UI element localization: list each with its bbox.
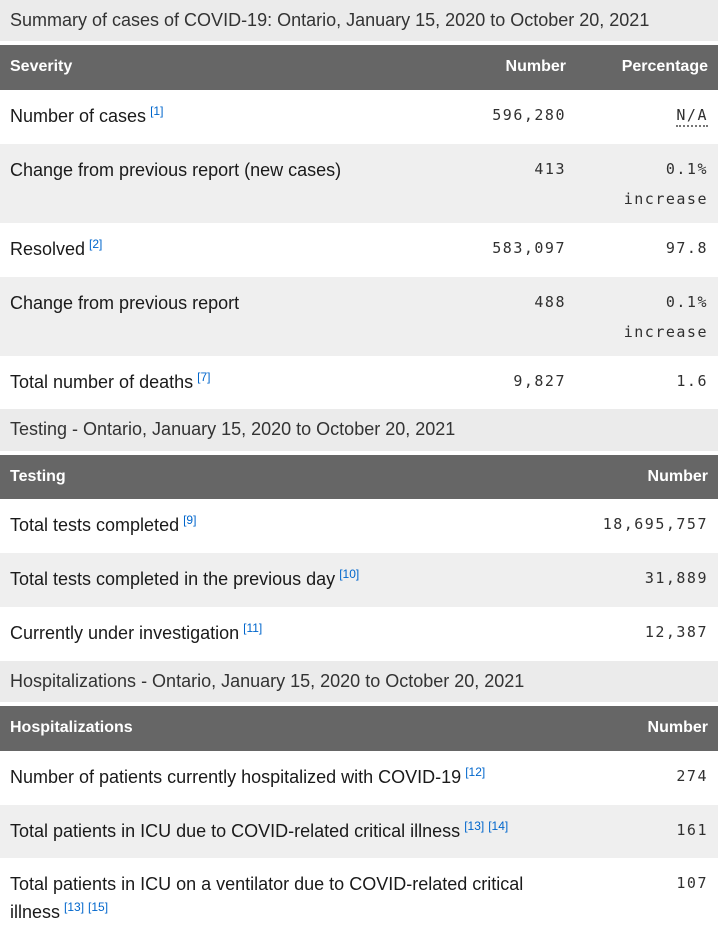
row-label-cell: Number of cases [1] — [0, 90, 434, 144]
column-header-hospitalizations: Hospitalizations — [0, 706, 576, 751]
row-label-cell: Total patients in ICU due to COVID-relat… — [0, 805, 576, 859]
column-header-number: Number — [434, 45, 576, 90]
row-number-cell: 413 — [534, 159, 566, 178]
row-number-cell: 9,827 — [513, 371, 566, 390]
column-header-severity: Severity — [0, 45, 434, 90]
footnote-link[interactable]: [13] — [464, 818, 485, 833]
row-percentage-cell: 1.6 — [576, 356, 718, 410]
row-label-cell: Change from previous report (new cases) — [0, 144, 434, 223]
footnote-link[interactable]: [15] — [88, 900, 109, 915]
row-label: Change from previous report — [10, 292, 240, 313]
row-label-cell: Total number of deaths [7] — [0, 356, 434, 410]
footnote-link[interactable]: [13] — [64, 900, 85, 915]
column-header-number: Number — [576, 454, 718, 500]
row-label: Total number of deaths — [10, 371, 194, 392]
footnote-link[interactable]: [1] — [150, 103, 164, 118]
row-number-cell: 18,695,757 — [602, 515, 708, 534]
table-row: Number of patients currently hospitalize… — [0, 750, 718, 805]
row-label: Total patients in ICU on a ventilator du… — [10, 874, 524, 923]
row-label-cell: Resolved [2] — [0, 223, 434, 277]
row-number-cell: 583,097 — [492, 238, 566, 257]
footnote-sup: [14] — [488, 819, 508, 833]
table-row: Total number of deaths [7] 9,827 1.6 — [0, 355, 718, 410]
footnote-sup: [10] — [339, 567, 359, 581]
row-number-cell: 596,280 — [492, 105, 566, 124]
row-label-cell: Total tests completed in the previous da… — [0, 553, 576, 607]
footnote-link[interactable]: [7] — [197, 369, 211, 384]
row-percentage-cell: 0.1% increase — [576, 144, 718, 223]
footnote-sup: [2] — [89, 237, 102, 251]
table-row: Change from previous report (new cases) 4… — [0, 143, 718, 223]
footnote-sup: [13] — [464, 819, 484, 833]
table-row: Total tests completed in the previous da… — [0, 553, 718, 608]
footnote-sup: [15] — [88, 900, 108, 914]
footnote-link[interactable]: [9] — [183, 513, 197, 528]
row-number-cell: 161 — [676, 820, 708, 839]
row-percentage-cell: 97.8 — [576, 223, 718, 277]
summary-of-cases-section: Summary of cases of COVID-19: Ontario, J… — [0, 0, 718, 410]
table-header: Hospitalizations Number — [0, 706, 718, 751]
row-label: Total tests completed — [10, 515, 180, 536]
row-label: Change from previous report (new cases) — [10, 159, 342, 180]
row-number-cell: 488 — [534, 292, 566, 311]
table-header: Testing Number — [0, 454, 718, 500]
summary-of-cases-table: Severity Number Percentage Number of cases… — [0, 45, 718, 410]
row-number-cell: 31,889 — [644, 569, 708, 588]
row-label: Resolved — [10, 238, 86, 259]
row-label: Number of cases — [10, 105, 147, 126]
footnote-sup: [12] — [465, 765, 485, 779]
row-label-cell: Number of patients currently hospitalize… — [0, 751, 576, 805]
percentage-note: increase — [623, 190, 708, 209]
footnote-sup: [9] — [183, 513, 196, 527]
footnote-link[interactable]: [10] — [339, 567, 360, 582]
row-label-cell: Change from previous report — [0, 277, 434, 356]
table-caption: Testing - Ontario, January 15, 2020 to O… — [0, 409, 718, 451]
column-header-number: Number — [576, 706, 718, 751]
table-caption: Hospitalizations - Ontario, January 15, … — [0, 660, 718, 703]
row-percentage-cell: 0.1% increase — [576, 277, 718, 356]
table-row: Resolved [2] 583,097 97.8 — [0, 222, 718, 277]
table-row: Total patients in ICU on a ventilator du… — [0, 858, 718, 940]
row-label-cell: Total tests completed [9] — [0, 499, 576, 553]
table-row: Change from previous report 488 0.1% increa… — [0, 276, 718, 356]
row-number-cell: 274 — [676, 766, 708, 785]
table-row: Currently under investigation [11] 12,387 — [0, 607, 718, 661]
footnote-sup: [13] — [64, 900, 84, 914]
table-caption: Summary of cases of COVID-19: Ontario, J… — [0, 0, 718, 42]
testing-table: Testing Number Total tests completed [9] 18… — [0, 454, 718, 661]
table-row: Number of cases [1] 596,280 N/A — [0, 89, 718, 144]
testing-section: Testing - Ontario, January 15, 2020 to O… — [0, 409, 718, 661]
percentage-note: increase — [623, 323, 708, 342]
hospitalizations-section: Hospitalizations - Ontario, January 15, … — [0, 660, 718, 940]
row-label-cell: Total patients in ICU on a ventilator du… — [0, 858, 576, 940]
percentage-value: 0.1% — [665, 159, 708, 178]
column-header-testing: Testing — [0, 454, 576, 500]
table-row: Total tests completed [9] 18,695,757 — [0, 499, 718, 554]
footnote-sup: [1] — [150, 104, 163, 118]
row-label: Currently under investigation — [10, 623, 240, 644]
percentage-value: 1.6 — [676, 371, 708, 390]
footnote-sup: [11] — [243, 621, 262, 635]
row-label-cell: Currently under investigation [11] — [0, 607, 576, 661]
row-label: Total patients in ICU due to COVID-relat… — [10, 820, 461, 841]
footnote-link[interactable]: [14] — [488, 818, 509, 833]
column-header-percentage: Percentage — [576, 45, 718, 90]
footnote-link[interactable]: [11] — [243, 621, 263, 636]
footnote-link[interactable]: [2] — [89, 236, 103, 251]
hospitalizations-table: Hospitalizations Number Number of patient… — [0, 706, 718, 940]
table-header: Severity Number Percentage — [0, 45, 718, 90]
footnote-sup: [7] — [197, 370, 210, 384]
percentage-value: 97.8 — [665, 238, 708, 257]
row-label: Number of patients currently hospitalize… — [10, 766, 462, 787]
row-number-cell: 12,387 — [644, 623, 708, 642]
percentage-value: 0.1% — [665, 292, 708, 311]
row-percentage-cell: N/A — [576, 90, 718, 144]
row-number-cell: 107 — [676, 874, 708, 893]
table-row: Total patients in ICU due to COVID-relat… — [0, 804, 718, 859]
footnote-link[interactable]: [12] — [465, 764, 486, 779]
na-abbr: N/A — [676, 105, 708, 127]
row-label: Total tests completed in the previous da… — [10, 569, 336, 590]
